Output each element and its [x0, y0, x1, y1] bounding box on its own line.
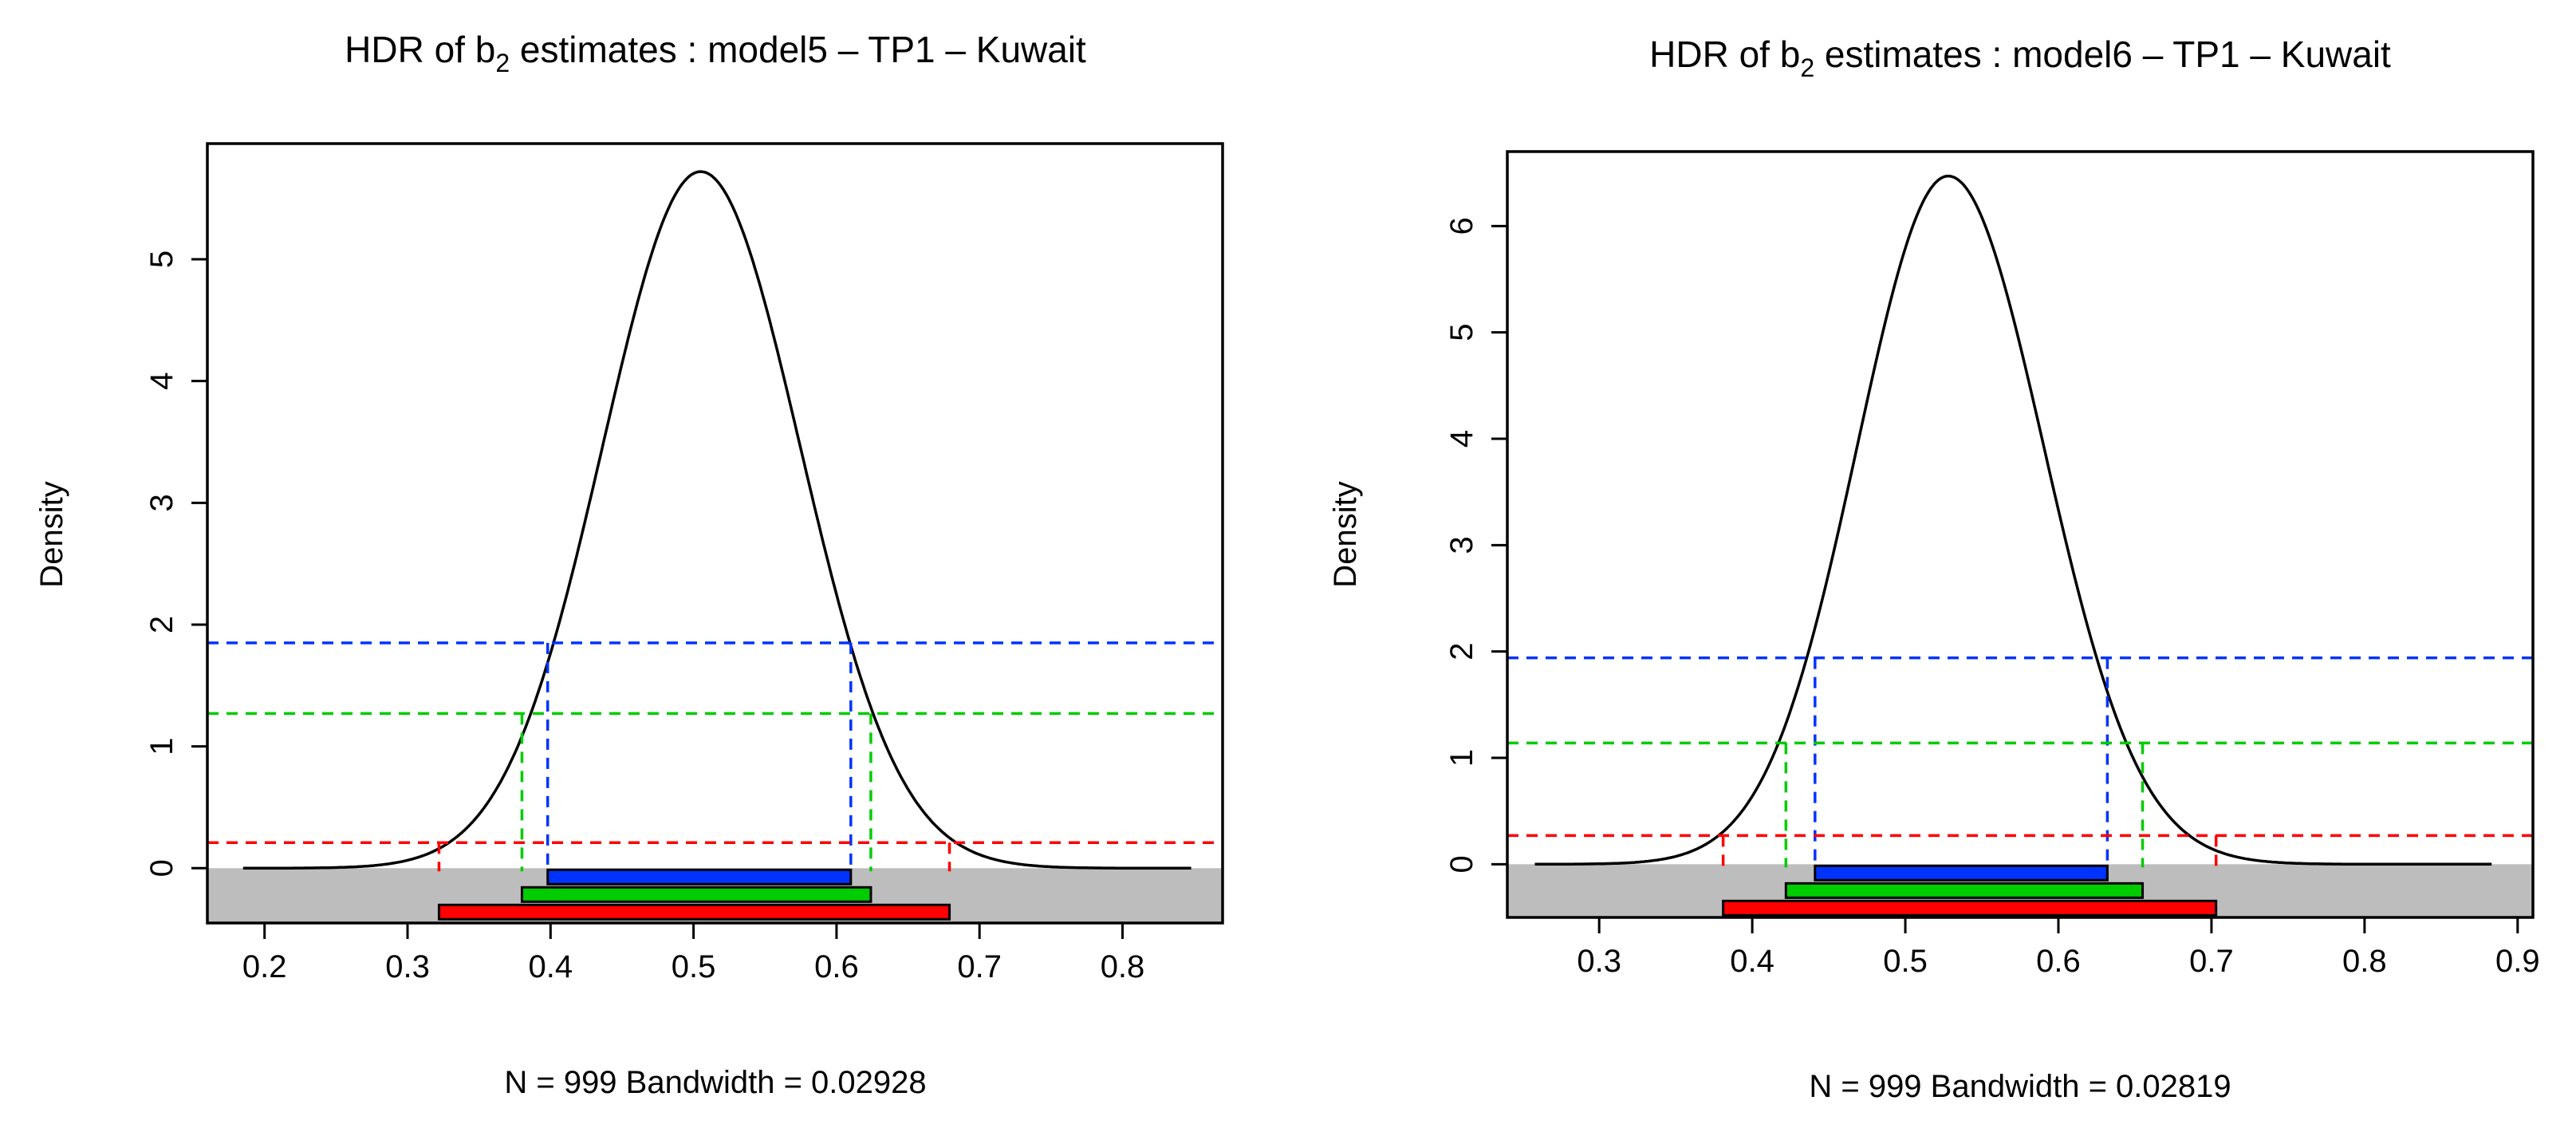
y-tick-label: 5: [1444, 324, 1479, 341]
x-axis-label: N = 999 Bandwidth = 0.02819: [1809, 1069, 2231, 1104]
x-tick-label: 0.9: [2495, 944, 2540, 979]
y-tick-label: 1: [1444, 749, 1479, 767]
y-tick-label: 2: [144, 616, 179, 633]
hdr-bar-99pct: [1722, 899, 2218, 917]
x-tick-label: 0.7: [957, 949, 1002, 984]
chart-panel-model6: HDR of b2 estimates : model6 – TP1 – Kuw…: [1328, 34, 2540, 1104]
x-tick-label: 0.5: [1883, 944, 1928, 979]
chart-title: HDR of b2 estimates : model5 – TP1 – Kuw…: [345, 29, 1086, 77]
y-axis-label: Density: [1328, 481, 1363, 587]
y-tick-label: 4: [144, 373, 179, 390]
y-tick-label: 6: [1444, 217, 1479, 235]
y-tick-label: 3: [1444, 536, 1479, 554]
hdr-bar-75pct: [520, 886, 872, 903]
y-axis-label: Density: [34, 481, 69, 587]
y-tick-label: 2: [1444, 643, 1479, 661]
y-tick-label: 1: [144, 738, 179, 755]
chart-panel-model5: HDR of b2 estimates : model5 – TP1 – Kuw…: [34, 29, 1224, 1100]
plot-frame: [1506, 150, 2535, 919]
x-tick-label: 0.2: [242, 949, 287, 984]
density-curve: [242, 170, 1191, 870]
x-tick-label: 0.8: [2342, 944, 2387, 979]
x-tick-label: 0.6: [2036, 944, 2081, 979]
y-tick-label: 5: [144, 250, 179, 268]
density-curve: [1534, 174, 2492, 866]
hdr-bar-99pct: [437, 903, 951, 921]
y-tick-label: 3: [144, 494, 179, 511]
hdr-bar-75pct: [1784, 882, 2145, 899]
hdr-bar-50pct: [1814, 864, 2109, 882]
x-axis-label: N = 999 Bandwidth = 0.02928: [504, 1065, 926, 1100]
y-tick-label: 0: [144, 859, 179, 877]
x-tick-label: 0.4: [1730, 944, 1774, 979]
x-tick-label: 0.3: [1577, 944, 1621, 979]
x-tick-label: 0.8: [1101, 949, 1145, 984]
x-tick-label: 0.6: [814, 949, 859, 984]
chart-title: HDR of b2 estimates : model6 – TP1 – Kuw…: [1649, 34, 2391, 82]
x-tick-label: 0.5: [672, 949, 716, 984]
plot-area: [207, 170, 1223, 923]
y-tick-label: 4: [1444, 430, 1479, 448]
y-tick-label: 0: [1444, 855, 1479, 873]
x-tick-label: 0.4: [529, 949, 573, 984]
hdr-bar-50pct: [546, 868, 853, 886]
plot-area: [1507, 174, 2533, 917]
x-tick-label: 0.7: [2189, 944, 2234, 979]
x-tick-label: 0.3: [385, 949, 430, 984]
plot-frame: [206, 142, 1224, 925]
